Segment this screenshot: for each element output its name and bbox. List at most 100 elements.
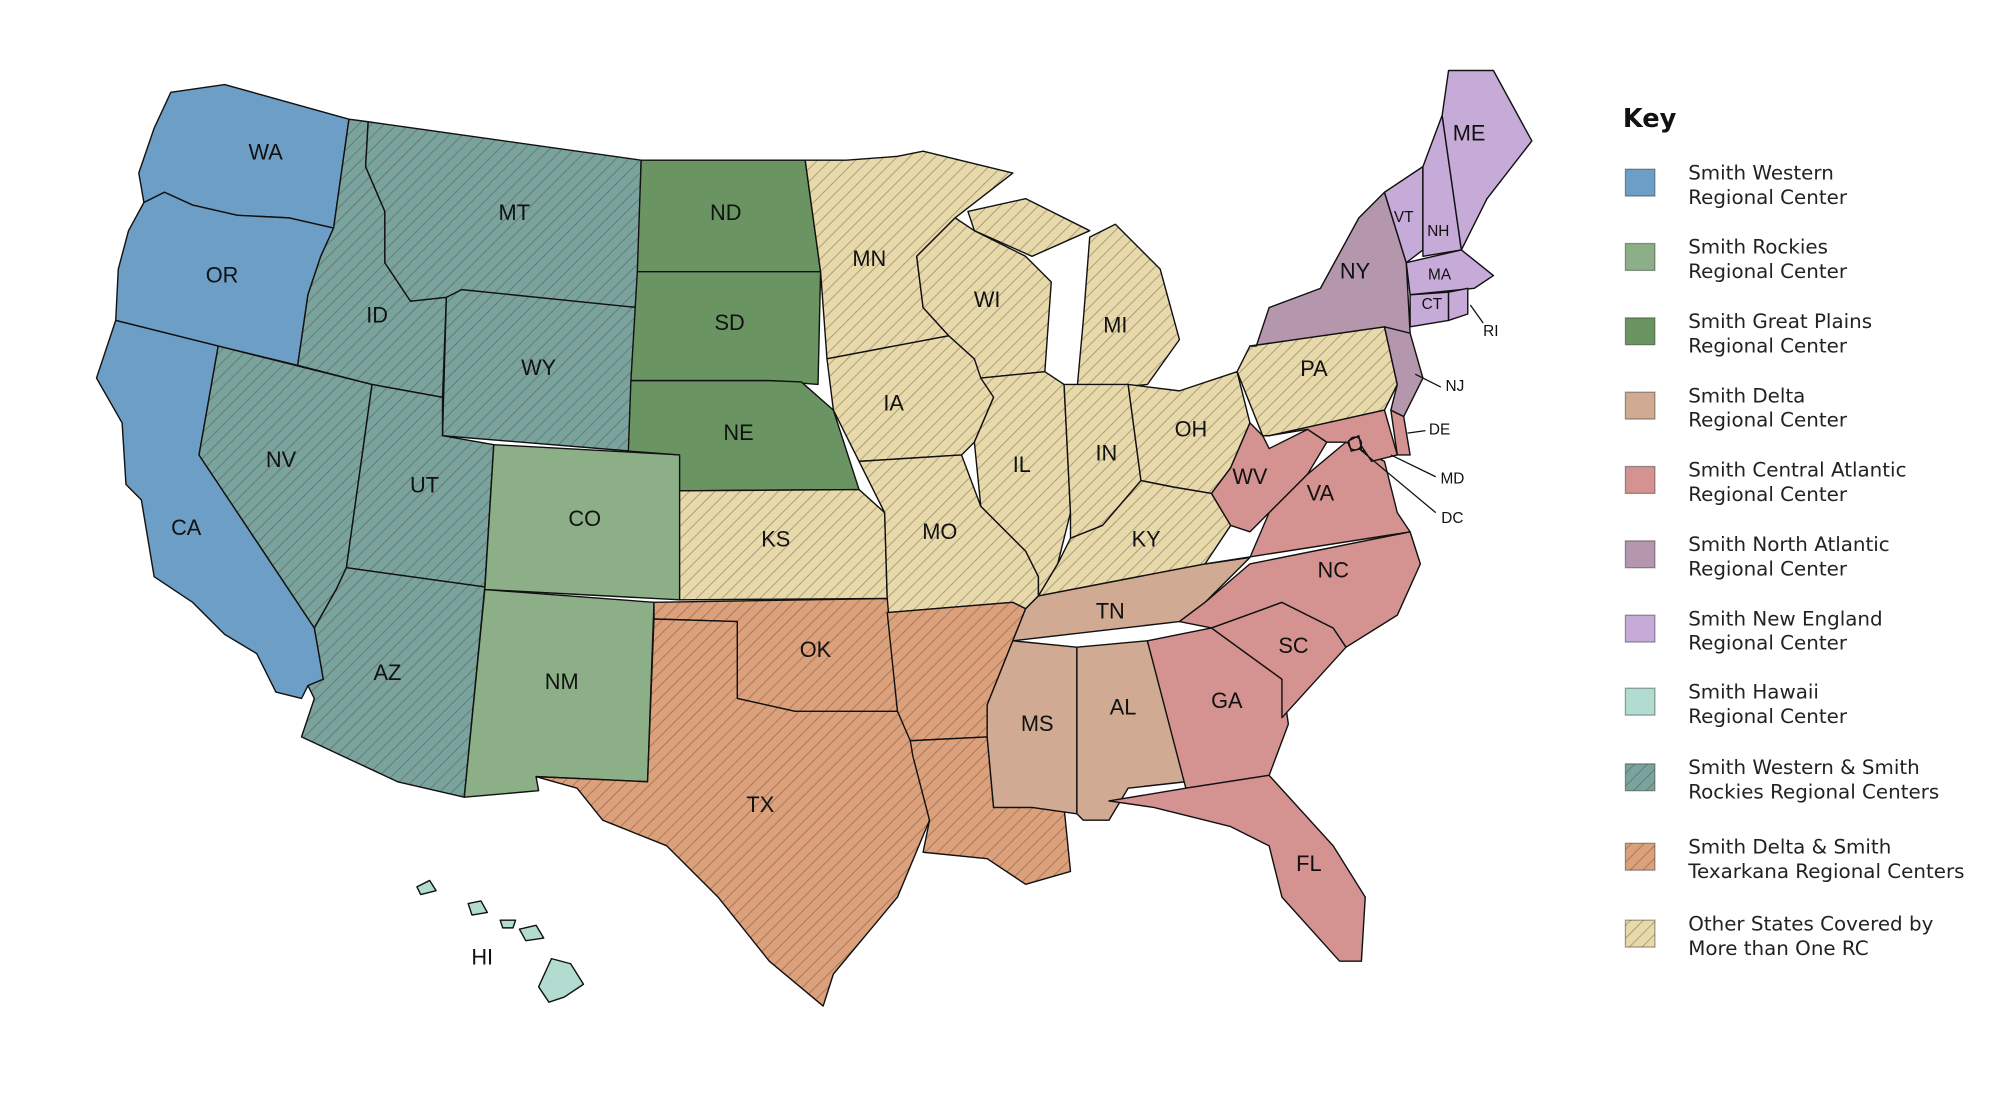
- legend-label: Smith Rockies: [1688, 236, 1828, 259]
- state-label-md: MD: [1440, 470, 1464, 487]
- legend-label: Smith Delta: [1688, 384, 1805, 407]
- legend-label: Regional Center: [1688, 705, 1848, 728]
- legend-label: Regional Center: [1688, 632, 1848, 655]
- state-ri: [1447, 287, 1469, 322]
- state-hi: [416, 879, 437, 896]
- state-label-mn: MN: [852, 246, 886, 271]
- state-labels: WA OR CA NV ID MT WY UT AZ CO NM ND SD NE KS MN IA MO WI IL…: [171, 120, 1498, 969]
- dc-marker-icon: [1347, 436, 1363, 451]
- state-label-ia: IA: [883, 391, 904, 416]
- legend-label: Smith Delta & Smith: [1688, 836, 1891, 859]
- state-label-wv: WV: [1232, 464, 1268, 489]
- legend-label: More than One RC: [1688, 937, 1868, 960]
- state-label-in: IN: [1095, 441, 1117, 466]
- state-label-co: CO: [568, 506, 601, 531]
- state-label-ne: NE: [723, 420, 753, 445]
- legend-label: Smith Western: [1688, 161, 1834, 184]
- state-label-wi: WI: [974, 287, 1001, 312]
- state-label-nm: NM: [545, 669, 579, 694]
- state-label-fl: FL: [1296, 851, 1321, 876]
- legend-swatch: [1624, 391, 1656, 420]
- legend-label: Regional Center: [1688, 409, 1848, 432]
- callout-line-ri: [1469, 304, 1484, 324]
- state-ia: [826, 335, 995, 463]
- legend-label: Smith New England: [1688, 607, 1882, 630]
- state-label-nc: NC: [1317, 557, 1348, 582]
- state-wv: [1210, 422, 1328, 533]
- state-label-nv: NV: [266, 447, 297, 472]
- callout-line-md: [1390, 454, 1437, 478]
- state-nj: [1383, 326, 1424, 418]
- state-label-de: DE: [1429, 422, 1450, 439]
- state-label-tn: TN: [1096, 598, 1125, 623]
- state-ma: [1405, 249, 1495, 296]
- state-label-mt: MT: [499, 200, 530, 225]
- legend-label: Other States Covered by: [1688, 912, 1933, 935]
- legend-label: Texarkana Regional Centers: [1687, 860, 1964, 883]
- state-il: [973, 370, 1072, 597]
- state-label-sd: SD: [714, 310, 744, 335]
- state-label-ct: CT: [1422, 296, 1443, 313]
- state-label-ny: NY: [1340, 259, 1371, 284]
- state-label-il: IL: [1013, 452, 1031, 477]
- state-mi: [967, 197, 1091, 258]
- legend-label: Smith North Atlantic: [1688, 533, 1890, 556]
- state-wy: [441, 288, 639, 452]
- legend-label: Smith Hawaii: [1688, 680, 1819, 703]
- state-label-vt: VT: [1394, 209, 1414, 226]
- state-label-id: ID: [366, 302, 388, 327]
- state-label-hi: HI: [471, 944, 493, 969]
- legend-label: Smith Western & Smith: [1688, 756, 1920, 779]
- state-label-me: ME: [1453, 120, 1486, 145]
- state-label-wa: WA: [249, 140, 284, 165]
- state-tx: [535, 618, 931, 1007]
- legend-swatch: [1624, 919, 1656, 948]
- state-label-ca: CA: [171, 515, 202, 540]
- states-layer: [95, 69, 1533, 1007]
- state-md: [1268, 409, 1398, 463]
- state-label-va: VA: [1307, 480, 1335, 505]
- state-label-pa: PA: [1300, 356, 1328, 381]
- state-hi: [518, 924, 545, 942]
- state-hi: [537, 957, 585, 1003]
- legend-swatch: [1624, 763, 1656, 792]
- state-label-al: AL: [1110, 694, 1137, 719]
- state-label-ky: KY: [1132, 527, 1162, 552]
- legend-swatch: [1624, 540, 1656, 569]
- legend-swatch: [1624, 168, 1656, 197]
- legend-title: Key: [1623, 104, 1677, 134]
- state-label-dc: DC: [1441, 510, 1463, 527]
- state-label-nh: NH: [1427, 223, 1449, 240]
- state-label-nd: ND: [710, 200, 741, 225]
- state-fl: [1108, 774, 1366, 962]
- state-label-wy: WY: [521, 355, 557, 380]
- state-label-nj: NJ: [1446, 378, 1465, 395]
- state-mi: [1076, 223, 1181, 392]
- state-label-ks: KS: [761, 527, 790, 552]
- state-label-ga: GA: [1211, 688, 1243, 713]
- callout-line-de: [1407, 429, 1426, 434]
- state-label-ms: MS: [1021, 711, 1054, 736]
- legend-label: Rockies Regional Centers: [1688, 780, 1939, 803]
- state-label-sc: SC: [1278, 633, 1308, 658]
- state-label-ma: MA: [1428, 267, 1452, 284]
- state-label-mi: MI: [1103, 313, 1127, 338]
- legend-swatch: [1624, 687, 1656, 716]
- legend-label: Regional Center: [1688, 557, 1848, 580]
- legend-label: Smith Great Plains: [1688, 310, 1872, 333]
- legend-swatch: [1624, 614, 1656, 643]
- legend-label: Regional Center: [1688, 186, 1848, 209]
- state-label-tx: TX: [746, 792, 774, 817]
- callout-line-nj: [1414, 373, 1442, 388]
- state-label-mo: MO: [922, 519, 957, 544]
